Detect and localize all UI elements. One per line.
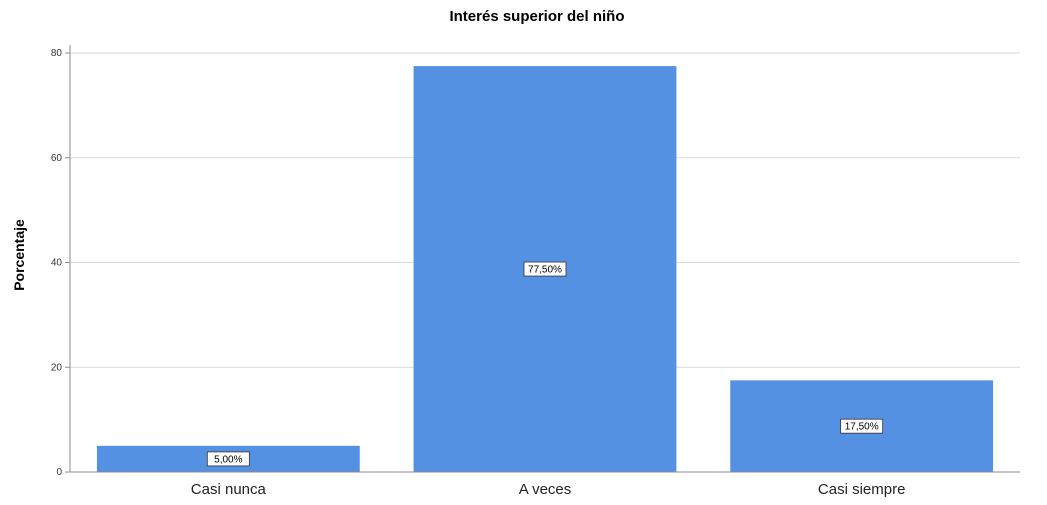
chart-title: Interés superior del niño <box>449 8 624 25</box>
data-label-box-0 <box>206 451 250 467</box>
data-label-text-0: 5,00% <box>214 454 242 465</box>
data-label-2: 17,50% <box>840 418 884 434</box>
y-tick-label-60: 60 <box>51 153 63 164</box>
y-tick-label-40: 40 <box>51 258 63 269</box>
data-label-1: 77,50% <box>523 261 567 277</box>
y-axis-label: Porcentaje <box>11 219 27 291</box>
y-tick-label-80: 80 <box>51 48 63 59</box>
x-category-label-1: A veces <box>519 481 572 498</box>
axes: 0 20 40 60 80 Casi nunca A veces Casi siempre <box>51 45 1020 498</box>
x-category-label-0: Casi nunca <box>191 481 267 498</box>
data-label-text-1: 77,50% <box>528 265 562 276</box>
data-labels: 5,00% 77,50% 17,50% <box>206 261 884 467</box>
data-label-box-1 <box>523 261 567 277</box>
data-label-text-2: 17,50% <box>845 422 879 433</box>
data-label-0: 5,00% <box>206 451 250 467</box>
y-tick-label-0: 0 <box>56 467 62 478</box>
x-category-label-2: Casi siempre <box>818 481 906 498</box>
y-tick-label-20: 20 <box>51 362 63 373</box>
data-label-box-2 <box>840 418 884 434</box>
